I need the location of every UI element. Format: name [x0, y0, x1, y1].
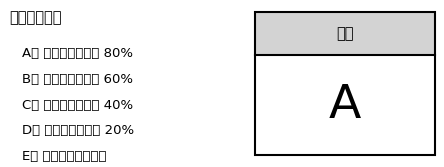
Bar: [255, 12, 435, 155]
Text: B： 一次合格可能性 60%: B： 一次合格可能性 60%: [22, 73, 133, 86]
Text: D： 一次合格可能性 20%: D： 一次合格可能性 20%: [22, 124, 135, 137]
Text: A: A: [329, 83, 361, 128]
Text: E： がんばりましょう: E： がんばりましょう: [22, 150, 107, 163]
Bar: [255, 12, 435, 55]
Text: 判定: 判定: [337, 26, 354, 41]
Text: A： 一次合格可能性 80%: A： 一次合格可能性 80%: [22, 47, 133, 60]
Text: 【判定基準】: 【判定基準】: [9, 10, 61, 25]
Text: C： 一次合格可能性 40%: C： 一次合格可能性 40%: [22, 99, 133, 112]
